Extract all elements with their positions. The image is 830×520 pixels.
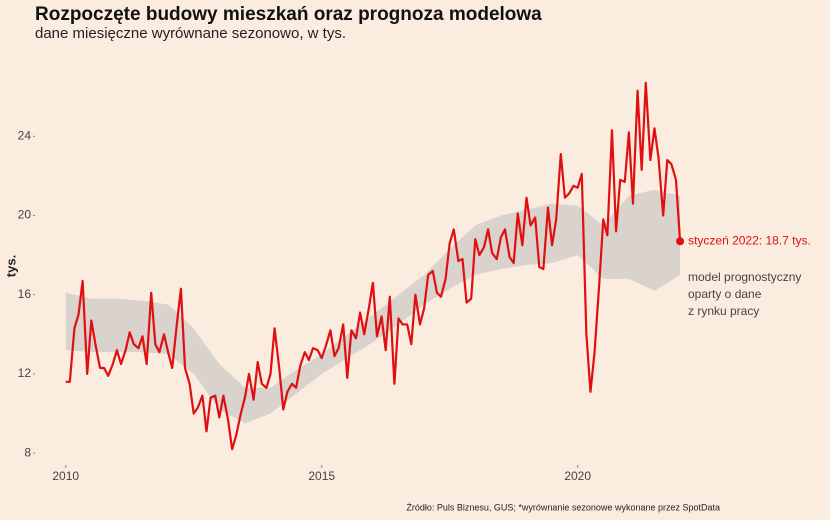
chart-title: Rozpoczęte budowy mieszkań oraz prognoza…	[35, 4, 542, 25]
highlight-label: styczeń 2022: 18.7 tys.	[688, 233, 811, 247]
band-label: model prognostyczny	[688, 270, 801, 284]
y-tick-label: 8	[24, 445, 31, 459]
data-line	[65, 81, 682, 451]
x-tick-label: 2015	[308, 469, 335, 483]
forecast-band	[65, 189, 681, 424]
y-tick-label: 24	[18, 128, 32, 142]
chart-subtitle: dane miesięczne wyrównane sezonowo, w ty…	[35, 25, 346, 42]
band-label: z rynku pracy	[688, 304, 759, 318]
y-tick-label: 16	[18, 287, 32, 301]
band-label: oparty o dane	[688, 287, 762, 301]
source: Źródło: Puls Biznesu, GUS; *wyrównanie s…	[406, 502, 720, 512]
x-tick-label: 2010	[52, 469, 79, 483]
y-tick-label: 12	[18, 366, 32, 380]
x-tick-label: 2020	[564, 469, 591, 483]
last-point	[676, 237, 685, 246]
y-axis-label: tys.	[3, 255, 18, 277]
y-tick-label: 20	[18, 208, 32, 222]
